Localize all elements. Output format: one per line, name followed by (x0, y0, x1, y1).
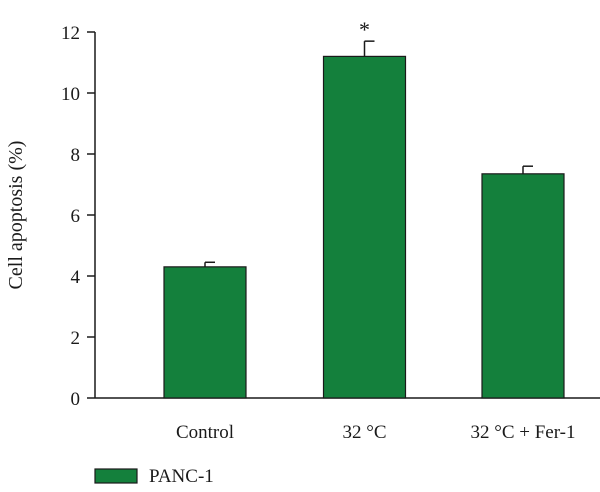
x-tick-label: Control (176, 422, 234, 443)
x-axis: Control 32 °C 32 °C + Fer-1 (95, 397, 600, 443)
y-tick-label: 10 (61, 84, 80, 105)
legend: PANC-1 (94, 466, 214, 487)
bar (481, 173, 565, 399)
y-tick-label: 6 (71, 206, 81, 227)
y-axis: 0 2 4 6 8 10 12 (61, 23, 96, 410)
y-tick-label: 4 (71, 267, 81, 288)
y-axis-title: Cell apoptosis (%) (5, 141, 27, 290)
y-tick-label: 12 (61, 23, 80, 44)
bar-group: * (163, 17, 565, 399)
y-tick-label: 2 (71, 328, 81, 349)
legend-label: PANC-1 (149, 466, 214, 487)
significance-marker: * (359, 17, 370, 42)
y-tick-label: 0 (71, 389, 81, 410)
x-tick-label: 32 °C (342, 422, 386, 443)
bar (163, 266, 247, 399)
bar (322, 55, 407, 399)
legend-swatch (94, 468, 138, 484)
x-tick-label: 32 °C + Fer-1 (470, 422, 575, 443)
y-tick-label: 8 (71, 145, 81, 166)
